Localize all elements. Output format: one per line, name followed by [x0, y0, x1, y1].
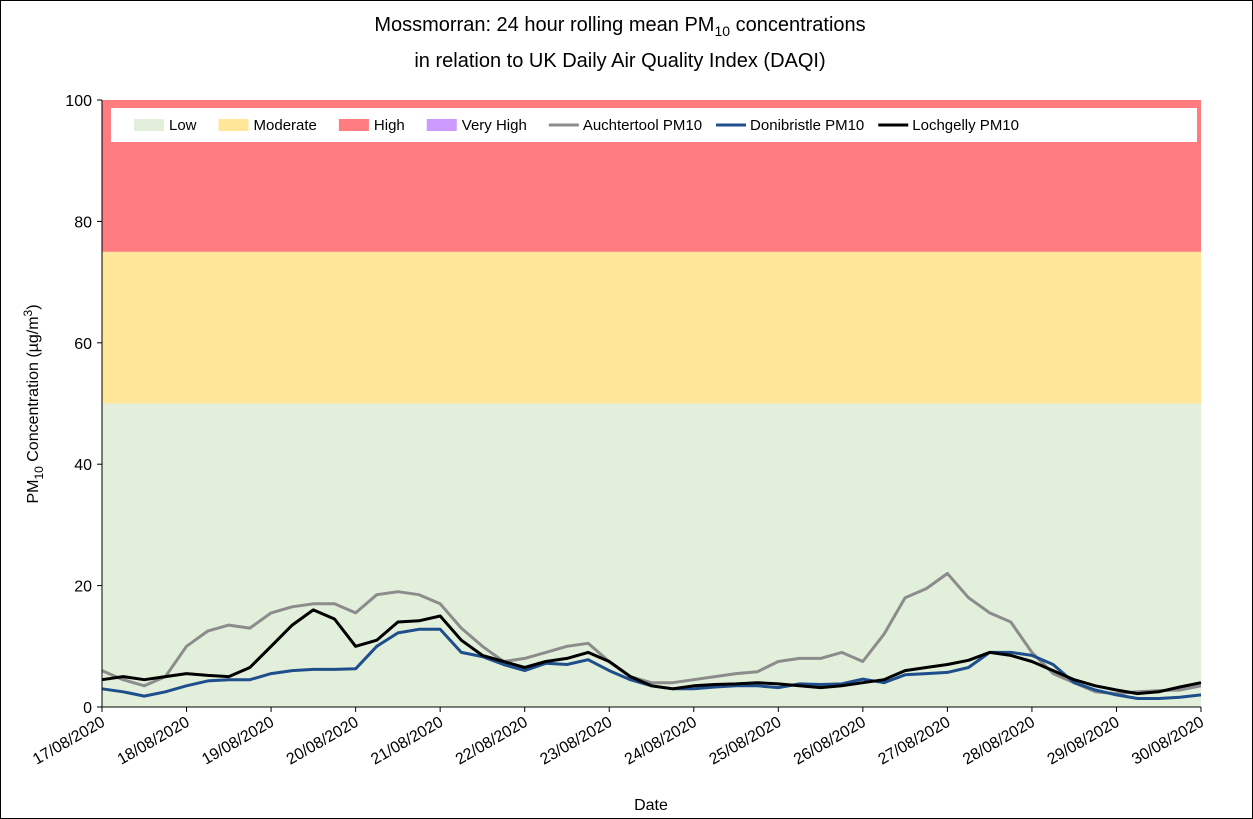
legend-label: Lochgelly PM10	[912, 117, 1019, 134]
title-text: concentrations	[730, 14, 866, 36]
legend-box	[111, 108, 1197, 142]
legend-label: Moderate	[254, 117, 317, 134]
y-tick-label: 100	[65, 93, 92, 110]
legend-label: Low	[169, 117, 197, 134]
series-line	[101, 608, 1202, 696]
y-tick-label: 20	[74, 579, 92, 596]
legend-swatch	[134, 119, 164, 131]
legend-label: Very High	[462, 117, 527, 134]
y-label-superscript: 3	[21, 309, 35, 316]
legend-swatch	[426, 119, 457, 131]
legend-swatch	[218, 119, 249, 131]
y-axis-label: PM10 Concentration (µg/m3)	[21, 304, 46, 503]
legend-label: High	[374, 117, 405, 134]
title-text: Mossmorran: 24 hour rolling mean PM	[374, 14, 714, 36]
y-tick-label: 60	[74, 336, 92, 353]
aqi-band	[102, 403, 1201, 707]
chart-title: Mossmorran: 24 hour rolling mean PM10 co…	[374, 14, 865, 39]
series-line	[101, 572, 1202, 696]
y-tick-label: 0	[83, 700, 92, 717]
chart-subtitle: in relation to UK Daily Air Quality Inde…	[414, 50, 825, 72]
y-tick-label: 40	[74, 457, 92, 474]
y-label-text: Concentration (µg/m	[25, 316, 42, 466]
y-label-subscript: 10	[32, 466, 46, 480]
y-tick-label: 80	[74, 214, 92, 231]
y-label-text: PM	[25, 480, 42, 504]
legend-label: Auchtertool PM10	[583, 117, 702, 134]
y-label-text: )	[25, 304, 42, 309]
legend-label: Donibristle PM10	[750, 117, 864, 134]
aqi-band	[102, 251, 1201, 404]
x-axis-label: Date	[634, 797, 668, 814]
title-subscript: 10	[714, 23, 730, 39]
legend-swatch	[338, 119, 369, 131]
